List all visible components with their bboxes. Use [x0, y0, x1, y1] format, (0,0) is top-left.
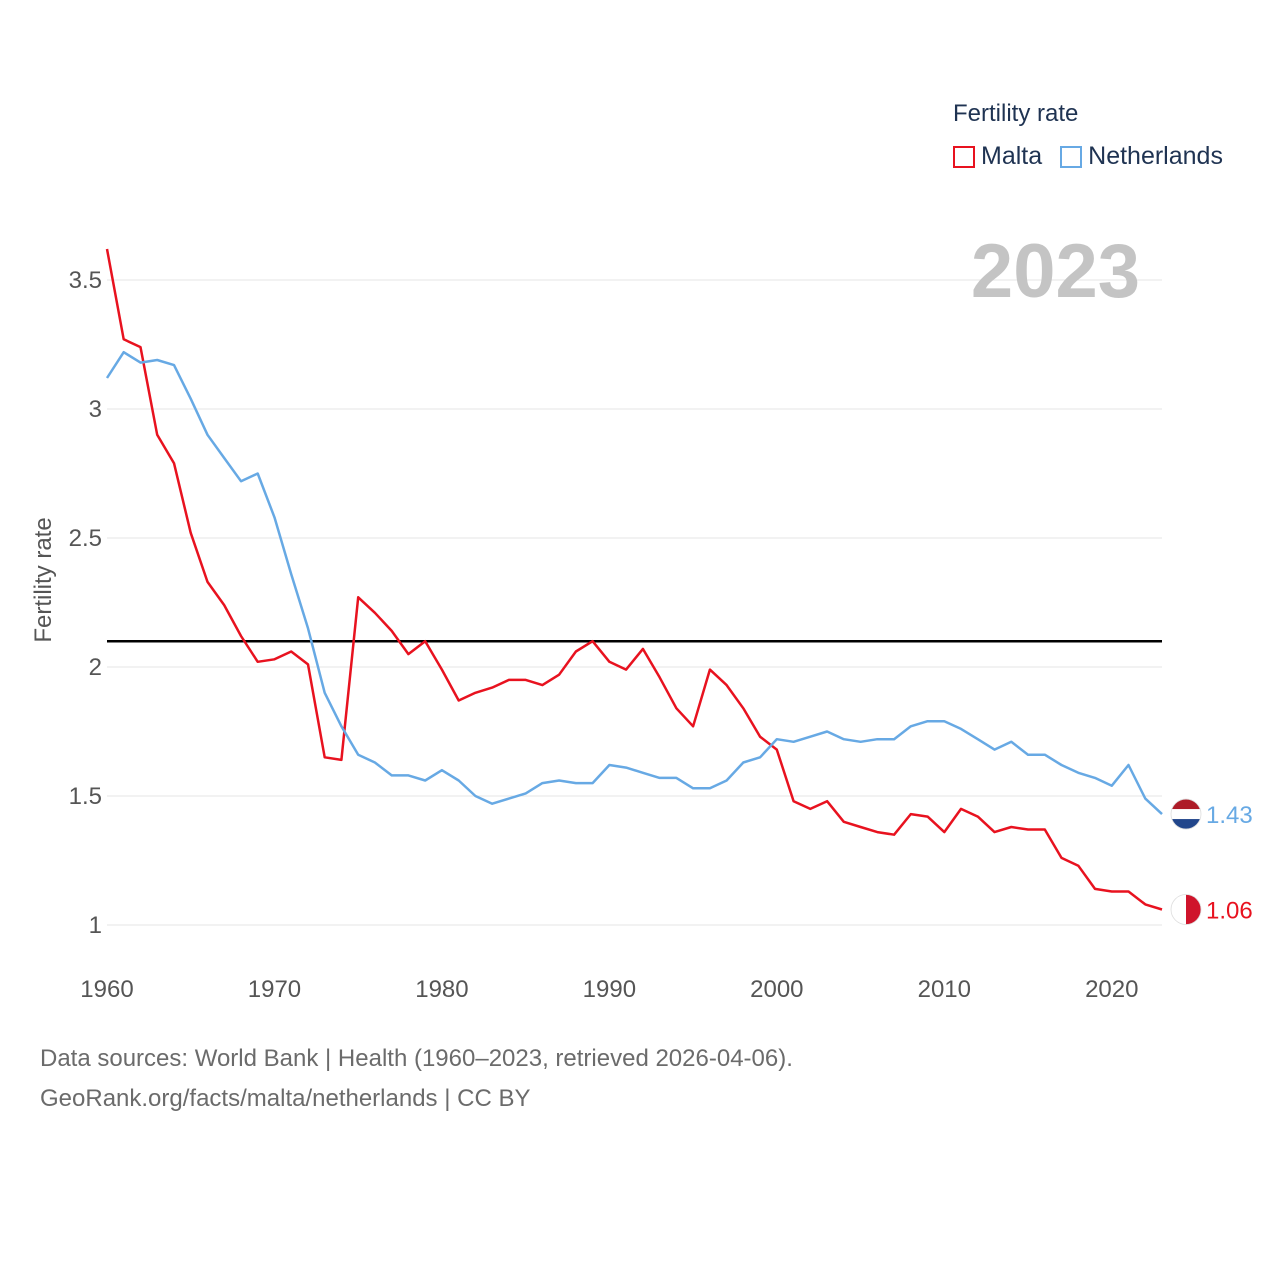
x-tick-label: 2020: [1085, 976, 1138, 1003]
legend: Malta Netherlands: [953, 142, 1241, 171]
end-value-label-malta: 1.06: [1206, 898, 1253, 925]
y-axis-label: Fertility rate: [30, 517, 57, 642]
x-tick-label: 2000: [750, 976, 803, 1003]
flag-icon-netherlands: [1171, 799, 1201, 830]
y-tick-label: 1.5: [69, 783, 102, 810]
series-lines: [105, 248, 1163, 911]
x-tick-label: 1980: [415, 976, 468, 1003]
x-tick-label: 1960: [80, 976, 133, 1003]
series-line-malta: [105, 248, 1163, 911]
legend-label-malta: Malta: [981, 142, 1043, 170]
legend-swatch-malta: [953, 145, 975, 168]
y-axis-ticks: 1 1.5 2 2.5 3 3.5: [69, 267, 102, 939]
legend-item-malta[interactable]: Malta: [953, 142, 1042, 171]
source-line-2: GeoRank.org/facts/malta/netherlands | CC…: [40, 1085, 531, 1112]
current-year-label: 2023: [970, 229, 1140, 314]
legend-item-netherlands[interactable]: Netherlands: [1060, 142, 1223, 171]
legend-title: Fertility rate: [953, 100, 1079, 127]
grid-lines: [107, 279, 1162, 926]
end-value-label-netherlands: 1.43: [1206, 802, 1253, 829]
series-line-netherlands: [105, 350, 1163, 816]
y-tick-label: 2: [89, 654, 102, 681]
flag-icon-malta: [1171, 894, 1201, 925]
y-tick-label: 1: [89, 912, 102, 939]
legend-label-netherlands: Netherlands: [1088, 142, 1223, 170]
end-markers: 1.06 1.43: [1170, 798, 1253, 925]
legend-swatch-netherlands: [1060, 145, 1083, 168]
y-tick-label: 3.5: [69, 267, 102, 294]
x-axis-ticks: 1960 1970 1980 1990 2000 2010 2020: [80, 976, 1138, 1003]
y-tick-label: 2.5: [69, 525, 102, 552]
x-tick-label: 1990: [583, 976, 636, 1003]
source-line-1: Data sources: World Bank | Health (1960–…: [40, 1045, 793, 1072]
x-tick-label: 2010: [918, 976, 971, 1003]
x-tick-label: 1970: [248, 976, 301, 1003]
y-tick-label: 3: [89, 396, 102, 423]
